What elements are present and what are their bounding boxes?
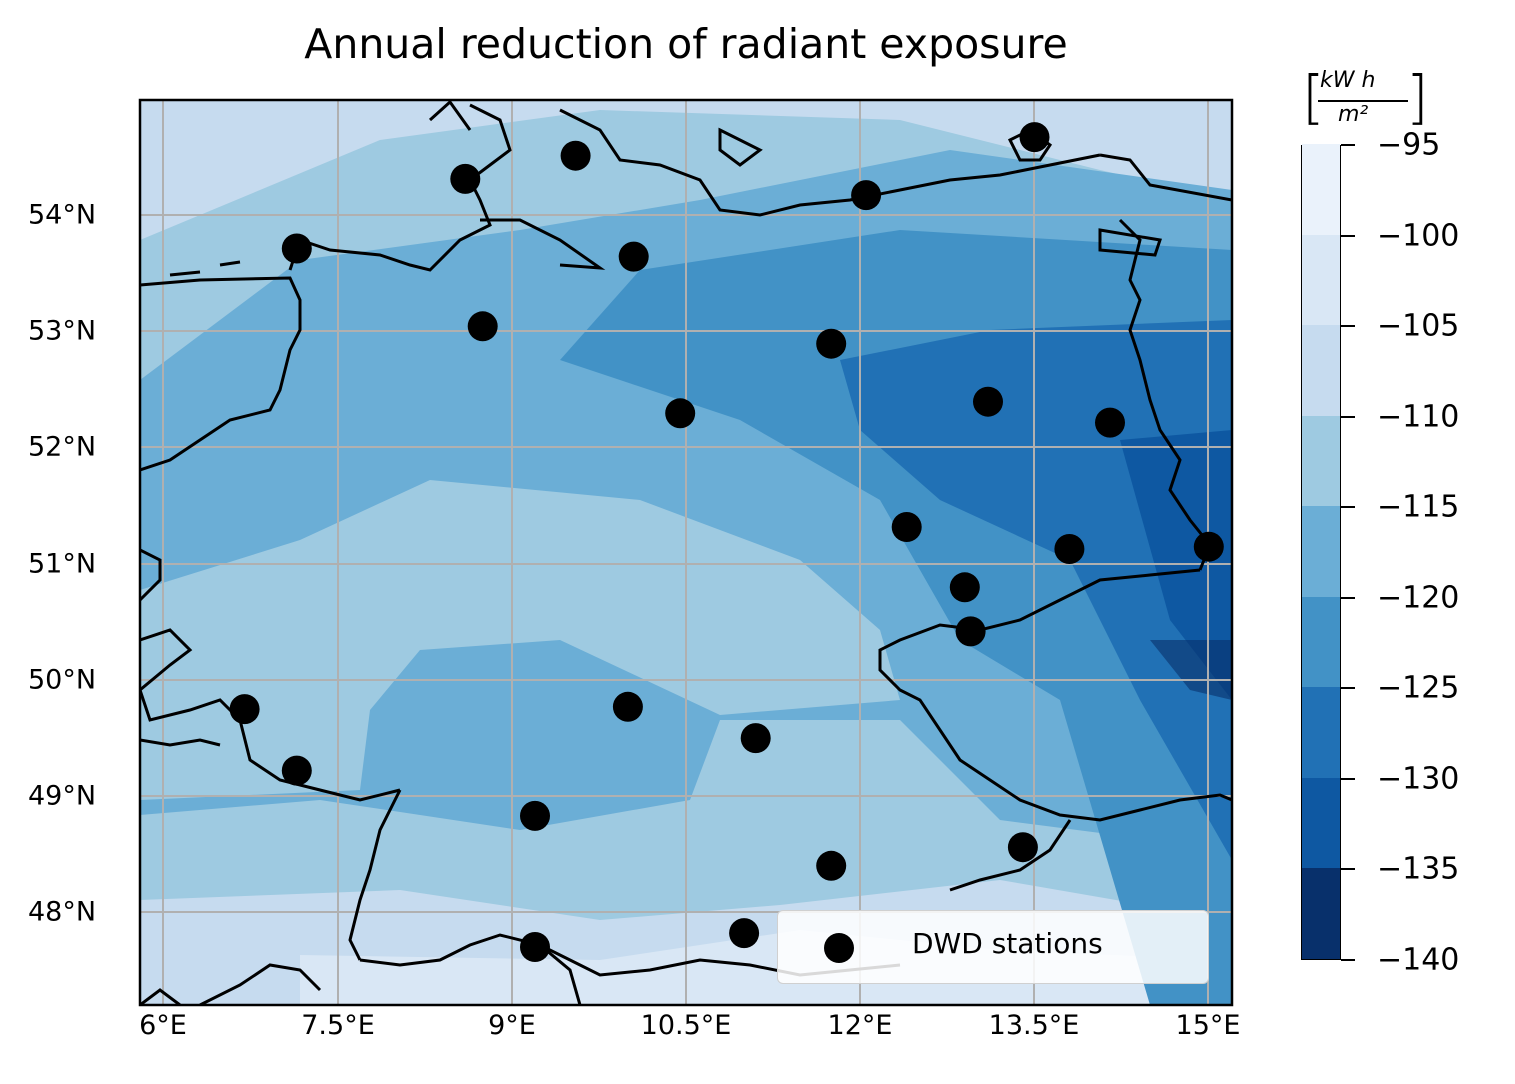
colorbar-tick-label: −135 bbox=[1377, 851, 1460, 887]
station-point bbox=[229, 694, 260, 725]
plot-frame bbox=[138, 98, 1234, 1007]
station-point bbox=[729, 918, 760, 949]
station-point bbox=[1054, 534, 1085, 564]
colorbar-tick bbox=[1341, 415, 1355, 418]
station-point bbox=[520, 932, 550, 962]
colorbar-tick bbox=[1341, 777, 1355, 780]
y-tick-label: 49°N bbox=[28, 780, 97, 812]
y-tick-label: 51°N bbox=[28, 548, 97, 580]
colorbar-tick-label: −95 bbox=[1377, 127, 1441, 163]
station-point bbox=[520, 800, 550, 831]
y-tick-label: 50°N bbox=[28, 664, 97, 696]
station-points bbox=[229, 122, 1224, 962]
colorbar-segment bbox=[1302, 143, 1340, 235]
unit-numerator: kW h bbox=[1320, 68, 1376, 93]
colorbar-tick bbox=[1341, 234, 1355, 237]
y-tick-label: 53°N bbox=[28, 315, 97, 347]
colorbar-tick-label: −115 bbox=[1377, 489, 1460, 525]
colorbar-segment bbox=[1302, 505, 1340, 597]
station-point bbox=[1019, 122, 1050, 153]
colorbar-tick-label: −130 bbox=[1377, 761, 1460, 797]
colorbar-segment bbox=[1302, 234, 1340, 326]
station-point bbox=[740, 723, 771, 754]
unit-fraction-bar bbox=[1318, 100, 1408, 102]
station-point bbox=[816, 850, 847, 881]
station-point bbox=[949, 572, 980, 603]
colorbar-tick-label: −110 bbox=[1377, 399, 1460, 435]
station-point bbox=[973, 386, 1003, 417]
station-point bbox=[467, 311, 498, 342]
station-point bbox=[955, 616, 986, 647]
gridlines bbox=[140, 100, 1232, 1005]
contour-field bbox=[140, 100, 1232, 1005]
station-point bbox=[618, 241, 649, 272]
colorbar-segment bbox=[1302, 867, 1340, 959]
unit-left-bracket: [ bbox=[1302, 63, 1325, 131]
y-tick-label: 54°N bbox=[28, 199, 97, 231]
colorbar-tick-label: −100 bbox=[1377, 218, 1460, 254]
colorbar-tick bbox=[1341, 596, 1355, 599]
colorbar-tick-label: −125 bbox=[1377, 670, 1460, 706]
legend-marker-icon bbox=[824, 933, 854, 963]
colorbar-tick bbox=[1341, 325, 1355, 328]
colorbar-segment bbox=[1302, 777, 1340, 869]
station-point bbox=[1007, 832, 1038, 863]
colorbar-tick bbox=[1341, 868, 1355, 871]
colorbar-tick-label: −140 bbox=[1377, 942, 1460, 978]
colorbar-tick-label: −120 bbox=[1377, 580, 1460, 616]
colorbar-tick bbox=[1341, 959, 1355, 961]
colorbar-segment bbox=[1302, 596, 1340, 688]
y-tick-label: 48°N bbox=[28, 896, 97, 928]
station-point bbox=[816, 328, 847, 359]
coastlines-borders bbox=[140, 100, 1232, 1005]
station-point bbox=[665, 398, 696, 429]
x-tick-label: 6°E bbox=[139, 1010, 187, 1041]
colorbar-tick bbox=[1341, 687, 1355, 690]
x-tick-label: 15°E bbox=[1175, 1010, 1241, 1041]
colorbar-tick bbox=[1341, 144, 1355, 146]
colorbar bbox=[1301, 143, 1341, 960]
station-point bbox=[281, 755, 312, 786]
colorbar-segment bbox=[1302, 324, 1340, 416]
legend: DWD stations bbox=[777, 910, 1209, 984]
colorbar-tick bbox=[1341, 506, 1355, 509]
station-point bbox=[891, 512, 922, 542]
station-point bbox=[851, 180, 882, 211]
colorbar-segment bbox=[1302, 686, 1340, 778]
x-tick-label: 13.5°E bbox=[988, 1010, 1080, 1041]
colorbar-tick-label: −105 bbox=[1377, 308, 1460, 344]
x-tick-label: 9°E bbox=[488, 1010, 536, 1041]
station-point bbox=[450, 163, 481, 194]
station-point bbox=[612, 691, 643, 722]
x-tick-label: 12°E bbox=[827, 1010, 893, 1041]
station-point bbox=[281, 233, 312, 264]
station-point bbox=[560, 140, 591, 171]
station-point bbox=[1193, 531, 1224, 562]
x-tick-label: 7.5°E bbox=[301, 1010, 375, 1041]
y-tick-label: 52°N bbox=[28, 431, 97, 463]
station-point bbox=[1095, 407, 1125, 438]
unit-right-bracket: ] bbox=[1406, 63, 1429, 131]
x-tick-label: 10.5°E bbox=[640, 1010, 732, 1041]
chart-title: Annual reduction of radiant exposure bbox=[304, 20, 1068, 68]
legend-label: DWD stations bbox=[912, 927, 1103, 960]
colorbar-segment bbox=[1302, 415, 1340, 507]
colorbar-unit: [ kW h m² ] bbox=[1302, 62, 1429, 142]
unit-denominator: m² bbox=[1338, 102, 1369, 127]
